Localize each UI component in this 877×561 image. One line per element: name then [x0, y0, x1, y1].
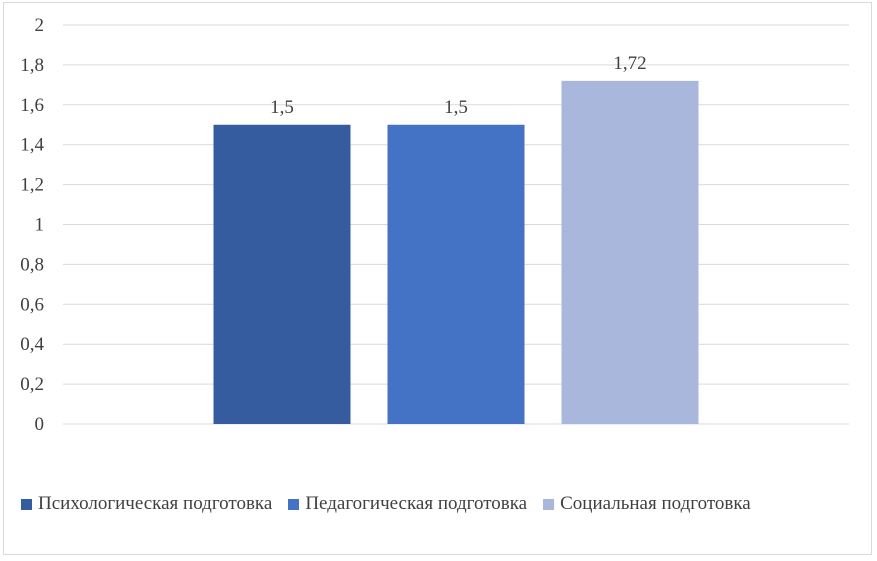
y-tick-label: 1,4 — [20, 135, 44, 156]
y-tick-label: 0,2 — [20, 374, 44, 395]
bar-chart: 0 0,2 0,4 0,6 0,8 1 1,2 1,4 1,6 1,8 2 1,5 1,5 1,72 — [20, 15, 849, 435]
y-tick-label: 0,8 — [20, 254, 44, 275]
legend-item: Социальная подготовка — [543, 493, 751, 515]
bar — [387, 124, 525, 424]
chart-area: 0 0,2 0,4 0,6 0,8 1 1,2 1,4 1,6 1,8 2 1,5 1,5 1,72 Пс… — [3, 2, 872, 555]
data-label: 1,5 — [444, 97, 468, 118]
legend-item: Педагогическая подготовка — [288, 493, 527, 515]
data-label: 1,5 — [270, 97, 294, 118]
chart-legend: Психологическая подготовка Педагогическая… — [21, 493, 751, 515]
legend-item: Психологическая подготовка — [21, 493, 272, 515]
legend-swatch — [21, 498, 32, 510]
y-tick-label: 1 — [35, 215, 45, 236]
y-tick-label: 1,2 — [20, 175, 44, 196]
y-tick-label: 0,4 — [20, 334, 44, 355]
bar — [213, 124, 351, 424]
y-tick-label: 2 — [35, 15, 45, 36]
legend-swatch — [288, 498, 300, 510]
y-tick-label: 0 — [35, 414, 45, 435]
legend-swatch — [543, 498, 555, 510]
legend-label: Педагогическая подготовка — [305, 493, 528, 514]
data-label: 1,72 — [613, 53, 646, 74]
y-tick-label: 0,6 — [20, 294, 44, 315]
legend-label: Социальная подготовка — [560, 493, 751, 514]
y-tick-label: 1,6 — [20, 95, 44, 116]
bar — [561, 80, 699, 425]
y-tick-label: 1,8 — [20, 55, 44, 76]
legend-label: Психологическая подготовка — [38, 493, 273, 514]
